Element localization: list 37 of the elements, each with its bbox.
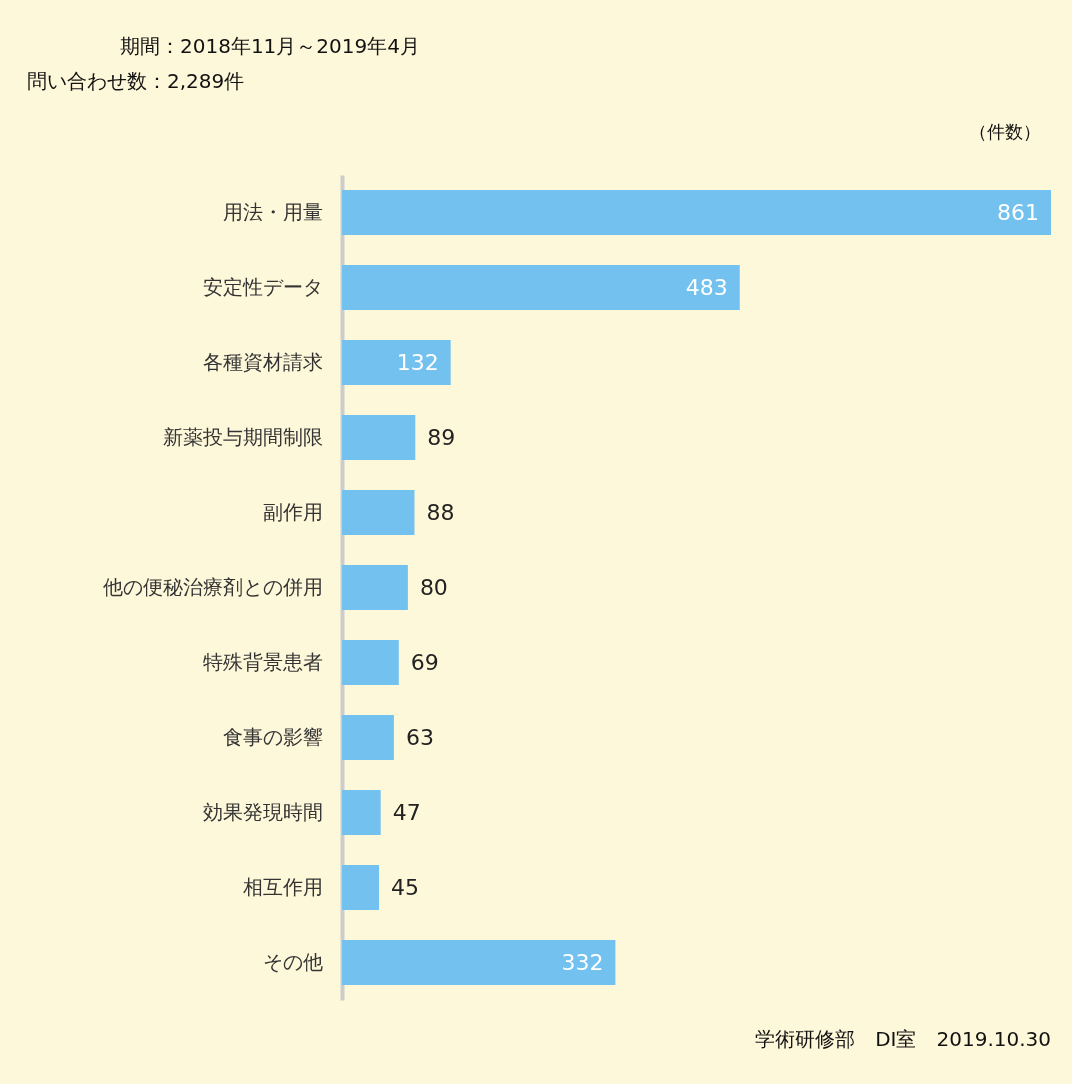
y-tick-label: 食事の影響 (222, 724, 323, 749)
bar (342, 265, 740, 310)
data-label: 80 (419, 574, 448, 600)
data-label: 69 (410, 649, 439, 675)
data-label: 47 (392, 799, 421, 825)
bar (342, 190, 1051, 235)
bar (342, 790, 381, 835)
chart-title: 期間：2018年11月～2019年4月 (120, 34, 420, 58)
y-tick-label: 副作用 (262, 499, 323, 524)
data-label: 132 (396, 349, 439, 375)
data-label: 63 (405, 724, 434, 750)
data-label: 89 (427, 424, 456, 450)
y-tick-label: 新薬投与期間制限 (162, 424, 323, 449)
data-label: 861 (997, 199, 1039, 225)
text: 学術研修部 DI室 2019.10.30 (755, 1027, 1051, 1051)
bar (342, 490, 415, 535)
bar (342, 640, 399, 685)
text: 問い合わせ数：2,289件 (27, 69, 245, 93)
bar (342, 865, 380, 910)
bar (342, 715, 394, 760)
bar (342, 565, 408, 610)
bar (342, 940, 616, 985)
y-tick-label: その他 (262, 949, 323, 974)
bar (342, 340, 451, 385)
data-label: 45 (391, 874, 420, 900)
y-tick-label: 各種資材請求 (202, 349, 323, 374)
y-tick-label: 用法・用量 (222, 199, 323, 224)
y-tick-label: 特殊背景患者 (202, 649, 323, 674)
x-axis-title: （件数） (969, 121, 1041, 142)
y-tick-label: 安定性データ (202, 274, 323, 299)
data-label: 88 (426, 499, 455, 525)
y-tick-label: 相互作用 (242, 874, 323, 899)
bar (342, 415, 416, 460)
y-tick-label: 他の便秘治療剤との併用 (102, 574, 323, 599)
data-label: 483 (685, 274, 728, 300)
data-label: 332 (561, 949, 604, 975)
y-tick-label: 効果発現時間 (202, 799, 323, 824)
